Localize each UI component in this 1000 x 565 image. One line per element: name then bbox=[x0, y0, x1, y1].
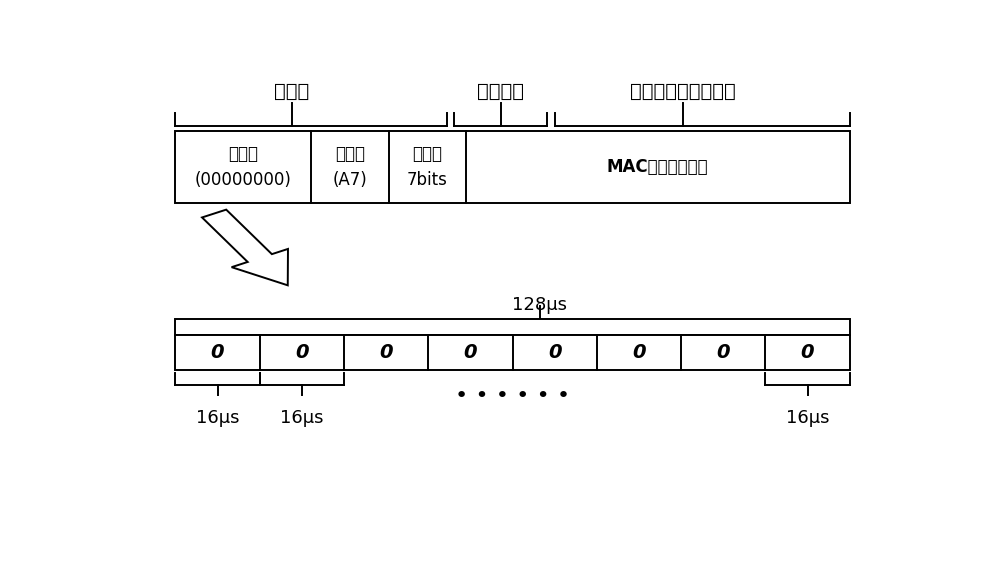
Text: 同步头: 同步头 bbox=[274, 82, 309, 101]
Text: (00000000): (00000000) bbox=[195, 171, 292, 189]
Text: 0: 0 bbox=[632, 344, 646, 362]
Polygon shape bbox=[202, 210, 288, 285]
Text: 帧长度: 帧长度 bbox=[412, 145, 442, 163]
Text: 16μs: 16μs bbox=[280, 409, 324, 427]
Text: 16μs: 16μs bbox=[786, 409, 829, 427]
Text: 7bits: 7bits bbox=[407, 171, 448, 189]
Bar bbox=[175, 131, 850, 203]
Bar bbox=[175, 319, 850, 336]
Text: 128μs: 128μs bbox=[512, 296, 567, 314]
Text: 0: 0 bbox=[295, 344, 309, 362]
Text: 物理层头: 物理层头 bbox=[477, 82, 524, 101]
Text: 0: 0 bbox=[801, 344, 814, 362]
Text: • • • • • •: • • • • • • bbox=[455, 386, 570, 406]
Bar bbox=[175, 336, 850, 370]
Text: MAC协议数据单元: MAC协议数据单元 bbox=[607, 158, 709, 176]
Text: 16μs: 16μs bbox=[196, 409, 239, 427]
Text: 前导码: 前导码 bbox=[228, 145, 258, 163]
Text: 0: 0 bbox=[464, 344, 477, 362]
Text: 0: 0 bbox=[548, 344, 561, 362]
Text: 0: 0 bbox=[379, 344, 393, 362]
Text: (A7): (A7) bbox=[332, 171, 367, 189]
Text: 分隔符: 分隔符 bbox=[335, 145, 365, 163]
Text: 物理层服务数据单元: 物理层服务数据单元 bbox=[630, 82, 736, 101]
Text: 0: 0 bbox=[211, 344, 224, 362]
Text: 0: 0 bbox=[716, 344, 730, 362]
